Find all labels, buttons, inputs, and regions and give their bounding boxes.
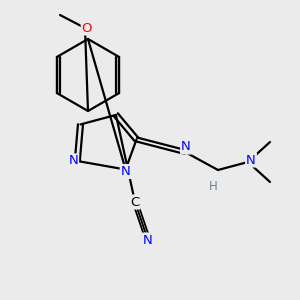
Text: N: N <box>181 140 191 154</box>
Text: N: N <box>121 165 130 178</box>
Text: N: N <box>143 233 153 247</box>
Text: H: H <box>208 179 217 193</box>
Text: C: C <box>130 196 140 208</box>
Text: O: O <box>82 22 92 34</box>
Text: N: N <box>68 154 78 167</box>
Text: N: N <box>246 154 256 166</box>
